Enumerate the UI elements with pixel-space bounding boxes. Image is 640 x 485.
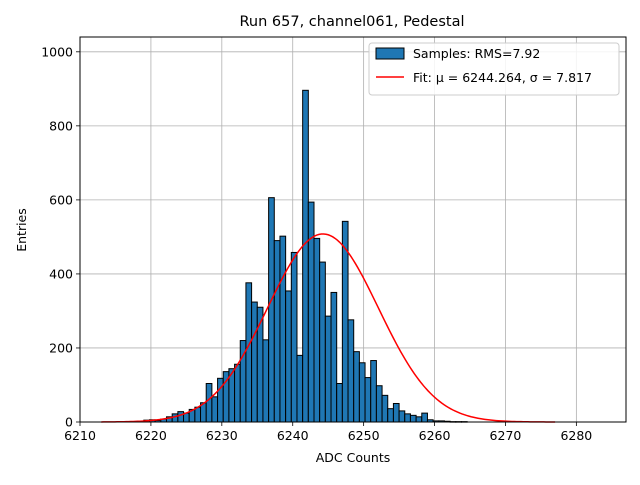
histogram-bar <box>375 385 383 423</box>
histogram-bar <box>370 360 377 423</box>
y-axis-label: Entries <box>14 208 29 252</box>
x-tick-label: 6210 <box>64 428 96 443</box>
legend-patch-samples <box>375 47 405 60</box>
histogram-bar <box>319 261 326 423</box>
legend-label-samples: Samples: RMS=7.92 <box>413 46 540 61</box>
y-tick-label: 800 <box>49 118 73 133</box>
gaussian-fit-line <box>101 233 556 423</box>
x-tick-label: 6270 <box>490 428 522 443</box>
histogram-bar <box>171 413 179 423</box>
histogram-bar <box>392 402 400 423</box>
histogram-bar <box>251 301 258 423</box>
x-tick-label: 6220 <box>135 428 167 443</box>
chart-title: Run 657, channel061, Pedestal <box>239 14 464 30</box>
histogram-bar <box>381 394 389 423</box>
histogram-bar <box>268 197 275 423</box>
histogram-bar <box>421 412 428 423</box>
histogram-bar <box>307 201 315 423</box>
y-axis-ticks: 0 200 400 600 800 1000 <box>41 44 80 430</box>
histogram-bar <box>296 354 304 423</box>
legend-label-fit: Fit: μ = 6244.264, σ = 7.817 <box>413 70 592 85</box>
x-axis-ticks: 6210 6220 6230 6240 6250 6260 6270 6280 <box>64 422 592 443</box>
histogram-bar <box>273 240 281 423</box>
histogram-bar <box>336 383 343 423</box>
histogram-bar <box>290 251 298 423</box>
histogram-bar <box>234 363 241 423</box>
histogram-bar <box>358 362 366 423</box>
legend: Samples: RMS=7.92 Fit: μ = 6244.264, σ =… <box>368 42 620 96</box>
x-tick-label: 6250 <box>348 428 380 443</box>
y-tick-label: 0 <box>65 415 73 430</box>
x-tick-label: 6280 <box>560 428 592 443</box>
histogram-bar <box>211 396 219 423</box>
histogram-bar <box>364 377 372 423</box>
histogram-bar <box>285 290 292 423</box>
histogram-bar <box>302 89 309 423</box>
histogram-bar <box>245 282 253 423</box>
histogram-bar <box>415 416 423 423</box>
x-tick-label: 6240 <box>277 428 309 443</box>
histogram-bar <box>194 406 202 423</box>
histogram-bar <box>324 315 332 423</box>
legend-box <box>368 42 620 96</box>
x-axis-label: ADC Counts <box>316 450 391 465</box>
histogram-bar <box>177 411 185 423</box>
histogram-bar <box>347 319 355 423</box>
histogram-bar <box>205 383 213 423</box>
histogram-bar <box>353 351 360 423</box>
histogram-bar <box>409 414 417 423</box>
histogram-bar <box>398 410 406 423</box>
histogram-bar <box>262 339 270 423</box>
fit-curve-layer <box>101 233 556 423</box>
plot-frame <box>79 36 627 423</box>
y-tick-label: 400 <box>49 266 73 281</box>
y-tick-label: 1000 <box>41 44 73 59</box>
histogram-bar <box>330 291 338 423</box>
x-tick-label: 6260 <box>419 428 451 443</box>
histogram-bar <box>279 235 287 423</box>
histogram-bar <box>313 237 321 423</box>
x-tick-label: 6230 <box>206 428 238 443</box>
y-tick-label: 200 <box>49 340 73 355</box>
y-tick-label: 600 <box>49 192 73 207</box>
histogram-bar <box>387 408 394 423</box>
histogram-bar <box>404 413 411 423</box>
